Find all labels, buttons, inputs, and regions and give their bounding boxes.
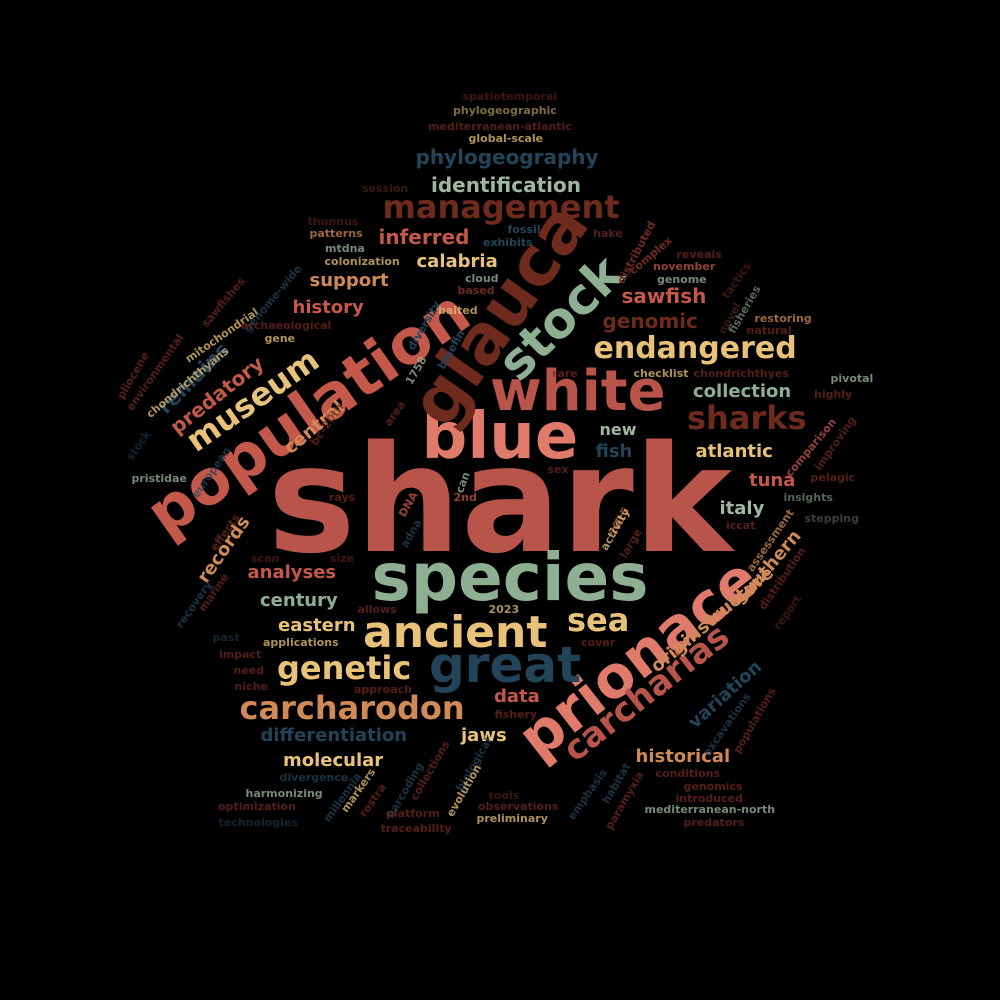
word-sawfish: sawfish: [621, 284, 707, 308]
word-hake: hake: [593, 226, 623, 240]
word-highly: highly: [814, 387, 853, 401]
word-november: november: [653, 259, 716, 273]
word-endangered: endangered: [593, 331, 797, 366]
word-genetic: genetic: [277, 649, 412, 687]
word-divergence: divergence: [279, 770, 349, 784]
word-based: based: [457, 283, 495, 297]
word-carcharodon: carcharodon: [239, 689, 465, 727]
word-size: size: [330, 551, 355, 565]
word-spatiotemporal: spatiotemporal: [462, 89, 558, 103]
word-global-scale: global-scale: [468, 131, 544, 145]
word-thunnus: thunnus: [307, 214, 359, 228]
word-jaws: jaws: [461, 725, 507, 746]
word-history: history: [292, 297, 364, 318]
word-gene: gene: [264, 331, 296, 345]
word-shark: shark: [267, 414, 733, 586]
word-italy: italy: [719, 498, 765, 519]
word-sea: sea: [567, 601, 630, 639]
word-pristidae: pristidae: [131, 471, 187, 485]
word-white: white: [490, 359, 666, 424]
word-genome: genome: [657, 272, 707, 286]
word-support: support: [309, 270, 389, 291]
word-rays: rays: [329, 490, 356, 504]
word-insights: insights: [783, 490, 833, 504]
word-tools: tools: [488, 788, 520, 802]
word-sex: sex: [547, 462, 569, 476]
word-mediterranean-north: mediterranean-north: [644, 802, 776, 816]
word-molecular: molecular: [283, 750, 384, 771]
word-natural: natural: [746, 323, 792, 337]
word-iccat: iccat: [726, 518, 756, 532]
word-mediterranean-atlantic: mediterranean-atlantic: [428, 119, 572, 133]
word-allows: allows: [357, 602, 397, 616]
word-observations: observations: [478, 799, 559, 813]
word-ancient: ancient: [363, 607, 548, 658]
word-2023: 2023: [488, 602, 520, 616]
word-impact: impact: [219, 647, 262, 661]
word-session: session: [362, 181, 409, 195]
word-eastern: eastern: [278, 615, 356, 636]
word-patterns: patterns: [309, 226, 363, 240]
word-identification: identification: [431, 173, 581, 197]
word-collection: collection: [693, 381, 792, 402]
word-2nd: 2nd: [453, 490, 477, 504]
word-stepping: stepping: [804, 511, 860, 525]
word-restoring: restoring: [754, 311, 812, 325]
word-inferred: inferred: [378, 225, 470, 249]
word-mtdna: mtdna: [325, 241, 365, 255]
word-reveals: reveals: [676, 247, 722, 261]
word-platform: platform: [386, 806, 440, 820]
word-baited: baited: [438, 303, 478, 317]
word-approach: approach: [354, 682, 412, 696]
word-chondrichthyes: chondrichthyes: [693, 366, 789, 380]
word-cover: cover: [581, 635, 616, 649]
word-new: new: [599, 420, 637, 439]
word-blue: blue: [421, 400, 579, 474]
word-management: management: [382, 188, 620, 226]
word-fish: fish: [595, 441, 633, 462]
word-phylogeography: phylogeography: [415, 145, 599, 169]
word-calabria: calabria: [416, 251, 498, 272]
word-need: need: [233, 663, 265, 677]
word-predators: predators: [683, 815, 745, 829]
word-pivotal: pivotal: [830, 371, 874, 385]
word-sharks: sharks: [687, 399, 807, 437]
word-cloud: cloud: [465, 271, 499, 285]
word-checklist: checklist: [633, 366, 689, 380]
word-niche: niche: [234, 679, 268, 693]
word-harmonizing: harmonizing: [245, 786, 323, 800]
word-applications: applications: [263, 635, 339, 649]
word-conditions: conditions: [655, 766, 721, 780]
word-data: data: [494, 686, 540, 707]
word-great: great: [429, 636, 582, 694]
word-colonization: colonization: [324, 254, 400, 268]
word-phylogeographic: phylogeographic: [453, 103, 557, 117]
word-exhibits: exhibits: [483, 235, 533, 249]
word-analyses: analyses: [247, 562, 337, 583]
word-genomics: genomics: [683, 779, 743, 793]
word-scan: scan: [251, 551, 280, 565]
word-historical: historical: [635, 746, 731, 767]
word-tuna: tuna: [749, 470, 796, 491]
word-past: past: [212, 630, 240, 644]
word-rare: rare: [552, 366, 578, 380]
word-fossil: fossil: [507, 222, 541, 236]
word-genomic: genomic: [602, 309, 698, 333]
word-century: century: [260, 590, 338, 611]
word-traceability: traceability: [380, 821, 452, 835]
word-technologies: technologies: [218, 815, 298, 829]
word-preliminary: preliminary: [476, 811, 548, 825]
word-archaeological: archaeological: [241, 318, 332, 332]
word-optimization: optimization: [218, 799, 296, 813]
word-species: species: [371, 539, 649, 616]
word-pelagic: pelagic: [810, 470, 856, 484]
word-introduced: introduced: [675, 791, 743, 805]
word-atlantic: atlantic: [695, 441, 773, 462]
word-fishery: fishery: [494, 707, 538, 721]
word-differentiation: differentiation: [260, 725, 408, 746]
word-stock-small: stock: [123, 427, 153, 463]
